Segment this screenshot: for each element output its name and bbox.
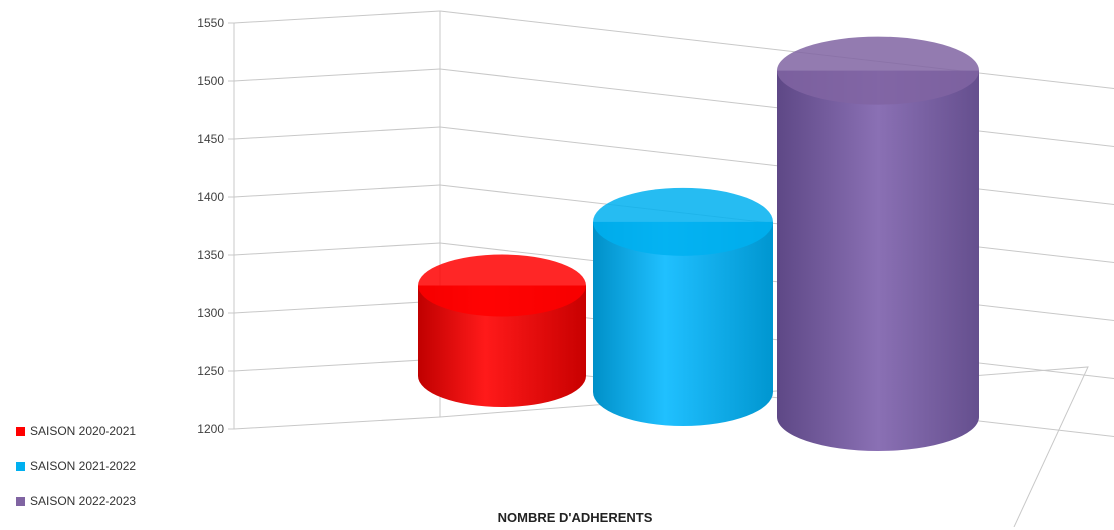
legend-item: SAISON 2022-2023: [16, 494, 137, 508]
bar-2: [777, 36, 979, 452]
x-axis-label: NOMBRE D'ADHERENTS: [498, 510, 653, 525]
legend-label-0: SAISON 2020-2021: [30, 424, 137, 438]
legend-swatch-0: [16, 426, 25, 436]
bar-top: [418, 254, 586, 317]
bar-body: [593, 221, 773, 426]
gridline-side: [233, 68, 441, 82]
bar-top: [777, 36, 979, 105]
gridline-side: [233, 184, 441, 198]
y-tick-label: 1350: [197, 248, 224, 262]
bars: [418, 36, 979, 452]
y-tick-label: 1550: [197, 16, 224, 30]
legend-label-1: SAISON 2021-2022: [30, 459, 137, 473]
legend-item: SAISON 2020-2021: [16, 424, 137, 438]
legend-swatch-1: [16, 461, 25, 471]
bar-body: [418, 285, 586, 407]
legend-swatch-2: [16, 496, 25, 506]
legend-label-2: SAISON 2022-2023: [30, 494, 137, 508]
gridline-back: [439, 10, 1114, 90]
gridline-side: [233, 10, 441, 24]
y-tick-label: 1500: [197, 74, 224, 88]
y-tick-label: 1300: [197, 306, 224, 320]
gridline-side: [233, 358, 441, 372]
bar-top: [593, 187, 773, 256]
bar-0: [418, 254, 586, 407]
y-tick-label: 1200: [197, 422, 224, 436]
y-tick-label: 1400: [197, 190, 224, 204]
legend: SAISON 2020-2021 SAISON 2021-2022 SAISON…: [16, 424, 137, 530]
gridline-side: [233, 242, 441, 256]
legend-item: SAISON 2021-2022: [16, 459, 137, 473]
bar-1: [593, 187, 773, 426]
bar-body: [777, 70, 979, 452]
y-tick-label: 1450: [197, 132, 224, 146]
y-axis-ticks: 1200 1250 1300 1350 1400 1450 1500 1550: [197, 16, 234, 436]
y-tick-label: 1250: [197, 364, 224, 378]
gridline-side: [233, 126, 441, 140]
gridline-side: [233, 300, 441, 314]
